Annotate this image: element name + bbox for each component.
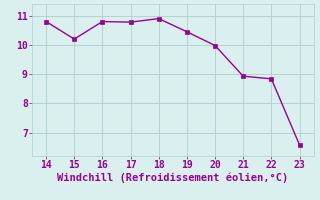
X-axis label: Windchill (Refroidissement éolien,°C): Windchill (Refroidissement éolien,°C) (57, 173, 288, 183)
